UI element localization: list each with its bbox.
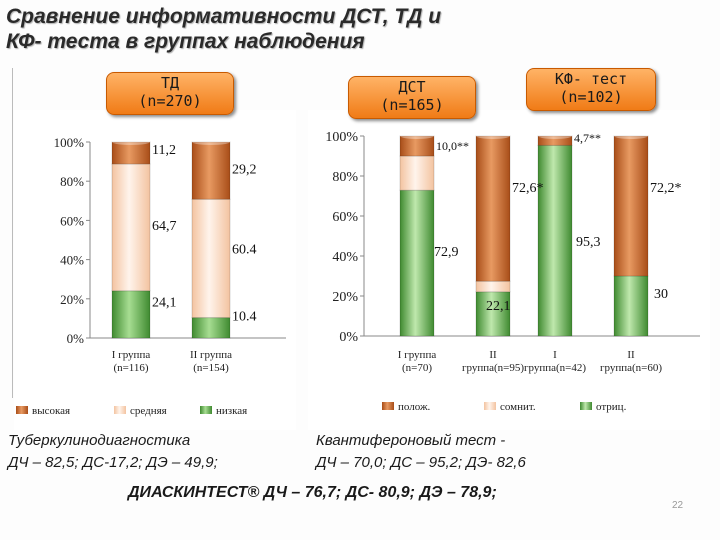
category-label: II группа [190, 349, 232, 361]
data-label: 24,1 [152, 296, 177, 311]
legend-swatch [200, 406, 212, 414]
bar-segment [613, 135, 649, 277]
legend-swatch [382, 402, 394, 410]
bar-segment [191, 317, 231, 339]
category-label: (n=154) [193, 362, 229, 374]
left-rule [12, 68, 13, 398]
td-note-title: Туберкулинодиагностика [8, 432, 191, 449]
y-tick-label: 20% [60, 292, 84, 307]
bar-cap [476, 133, 510, 139]
data-label: 72,6* [512, 181, 544, 196]
category-label: группа(n=60) [600, 362, 662, 374]
bar-segment [537, 135, 573, 146]
dst-kf-chart: 0%20%40%60%80%100%I группа(n=70)IIгруппа… [325, 130, 700, 413]
y-tick-label: 100% [54, 135, 85, 150]
data-label: 22,1 [486, 299, 511, 314]
category-label: I [553, 349, 557, 361]
slide-title-line1: Сравнение информативности ДСТ, ТД и [6, 5, 442, 28]
bar-segment [111, 290, 151, 339]
bar-cap [192, 139, 230, 145]
data-label: 4,7** [574, 131, 601, 145]
category-label: группа(n=95) [462, 362, 524, 374]
badge-dst: ДСТ (n=165) [348, 76, 476, 119]
badge-dst-line1: ДСТ [398, 78, 426, 96]
data-label: 95,3 [576, 235, 601, 250]
kf-chart-panel: 0% 20% 40% 60% 80% 100% I группа (n=70) II группа… [308, 110, 710, 430]
y-tick-label: 80% [332, 170, 358, 185]
bar-segment [475, 135, 511, 282]
category-label: (n=116) [113, 362, 148, 374]
y-tick-label: 60% [332, 210, 358, 225]
category-label: II [627, 349, 635, 361]
kf-note-values: ДЧ – 70,0; ДС – 95,2; ДЭ- 82,6 [316, 454, 526, 471]
bar-segment [191, 198, 231, 319]
legend-label: полож. [398, 401, 431, 413]
bar-segment [399, 135, 435, 157]
data-label: 72,2* [650, 181, 682, 196]
category-label: группа(n=42) [524, 362, 586, 374]
legend-swatch [114, 406, 126, 414]
slide-title: Сравнение информативности ДСТ, ТД и КФ- … [6, 4, 606, 54]
page-number: 22 [672, 500, 684, 511]
legend-label: сомнит. [500, 401, 536, 413]
y-tick-label: 40% [332, 250, 358, 265]
y-tick-label: 80% [60, 174, 84, 189]
bar-segment [399, 189, 435, 337]
category-label: I группа [398, 349, 437, 361]
bar-cap [538, 133, 572, 139]
td-chart-panel: 0% 20% 40% 60% 80% 100% I группа (n=116) II груп… [14, 110, 296, 430]
bar-cap [614, 133, 648, 139]
badge-kf-line2: (n=102) [559, 88, 623, 106]
bar-segment [399, 155, 435, 191]
legend-swatch [16, 406, 28, 414]
y-tick-label: 0% [67, 331, 85, 346]
badge-td-line2: (n=270) [138, 92, 202, 110]
td-chart: 0% 20% 40% 60% 80% 100% I группа(n=116) II груп… [16, 135, 286, 417]
y-tick-label: 20% [332, 290, 358, 305]
y-tick-label: 60% [60, 213, 84, 228]
y-tick-label: 40% [60, 253, 84, 268]
legend-label: низкая [216, 405, 247, 417]
y-tick-label: 100% [325, 130, 358, 145]
bar-segment [111, 163, 151, 292]
badge-dst-line2: (n=165) [380, 96, 444, 114]
data-label: 30 [654, 287, 668, 302]
data-label: 64,7 [152, 219, 177, 234]
legend-swatch [484, 402, 496, 410]
data-label: 72,9 [434, 245, 459, 260]
diaskintest-summary: ДИАСКИНТЕСТ® ДЧ – 76,7; ДС- 80,9; ДЭ – 7… [128, 484, 497, 501]
category-label: I группа [112, 349, 151, 361]
bar-segment [613, 275, 649, 337]
badge-td-line1: ТД [160, 74, 180, 92]
bar-cap [400, 133, 434, 139]
data-label: 29,2 [232, 162, 257, 177]
data-label: 10,0** [436, 139, 469, 153]
bar-segment [475, 280, 511, 293]
badge-kf: КФ- тест (n=102) [526, 68, 656, 111]
slide-title-line2: КФ- теста в группах наблюдения [6, 30, 365, 53]
category-label: (n=70) [402, 362, 432, 374]
td-note-values: ДЧ – 82,5; ДС-17,2; ДЭ – 49,9; [8, 454, 218, 471]
badge-td: ТД (n=270) [106, 72, 234, 115]
badge-kf-line1: КФ- тест [554, 70, 628, 88]
legend-swatch [580, 402, 592, 410]
legend-label: отриц. [596, 401, 627, 413]
data-label: 60.4 [232, 243, 257, 258]
kf-note-title: Квантифероновый тест - [316, 432, 506, 449]
data-label: 11,2 [152, 143, 176, 158]
bar-cap [112, 139, 150, 145]
category-label: II [489, 349, 497, 361]
bar-segment [537, 144, 573, 337]
bar-segment [111, 141, 151, 165]
y-tick-label: 0% [339, 330, 358, 345]
bar-segment [191, 141, 231, 200]
legend-label: высокая [32, 405, 70, 417]
data-label: 10.4 [232, 309, 257, 324]
legend-label: средняя [130, 405, 167, 417]
